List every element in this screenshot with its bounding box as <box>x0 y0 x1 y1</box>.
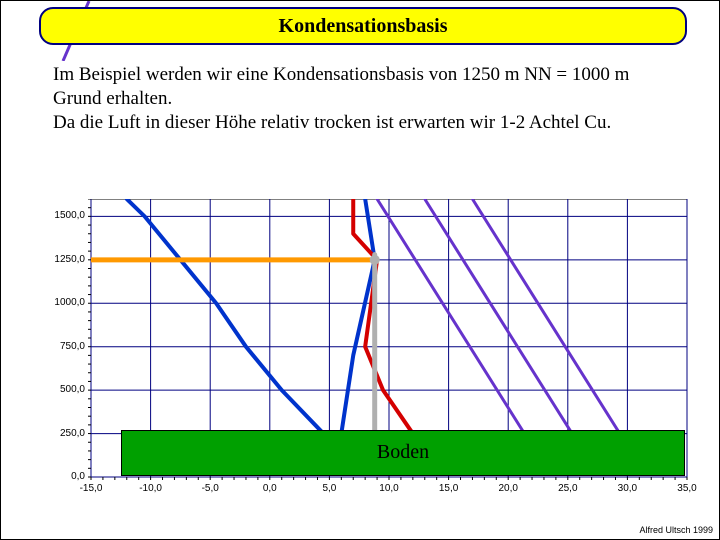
x-tick-label: 0,0 <box>255 483 285 494</box>
body-text: Im Beispiel werden wir eine Kondensation… <box>53 63 673 134</box>
x-tick-label: -15,0 <box>76 483 106 494</box>
y-tick-label: 0,0 <box>45 471 85 482</box>
y-tick-label: 1250,0 <box>45 254 85 265</box>
boden-label: Boden <box>377 441 429 464</box>
x-tick-label: 35,0 <box>672 483 702 494</box>
slide: { "title": "Kondensationsbasis", "bodyTe… <box>0 0 720 540</box>
boden-box: Boden <box>121 430 685 475</box>
credit-line: Alfred Ultsch 1999 <box>639 525 713 535</box>
y-tick-label: 1500,0 <box>45 210 85 221</box>
skewt-chart: 0,0 250,0 500,0 750,0 1000,0 1250,0 1500,0 -15… <box>31 199 701 519</box>
x-tick-label: 10,0 <box>374 483 404 494</box>
title-banner: Kondensationsbasis <box>39 7 687 45</box>
x-tick-label: 20,0 <box>493 483 523 494</box>
y-tick-label: 750,0 <box>45 341 85 352</box>
x-tick-label: -10,0 <box>136 483 166 494</box>
y-tick-label: 1000,0 <box>45 297 85 308</box>
x-tick-label: 15,0 <box>434 483 464 494</box>
x-tick-label: 25,0 <box>553 483 583 494</box>
title-text: Kondensationsbasis <box>279 15 448 38</box>
x-tick-label: 5,0 <box>314 483 344 494</box>
x-tick-label: -5,0 <box>195 483 225 494</box>
x-tick-label: 30,0 <box>612 483 642 494</box>
y-tick-label: 250,0 <box>45 428 85 439</box>
y-tick-label: 500,0 <box>45 384 85 395</box>
